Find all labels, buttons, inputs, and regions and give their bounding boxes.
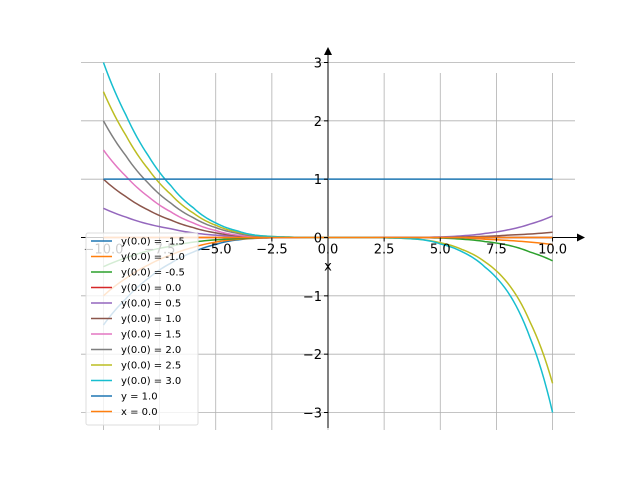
legend-label: x = 0.0 [121,407,158,418]
x-axis-arrow-icon [577,233,585,242]
legend: y(0.0) = -1.5 y(0.0) = -1.0 y(0.0) = -0.5 y… [85,232,199,426]
x-tick-label: 5.0 [430,243,451,258]
y-tick-label: −2 [303,348,322,363]
y-tick-label: −3 [303,407,322,422]
legend-box [85,232,199,426]
x-tick-label: 2.5 [374,243,395,258]
legend-label: y(0.0) = 0.0 [121,283,181,294]
x-axis-title: x [324,260,332,275]
legend-label: y(0.0) = 2.5 [121,361,181,372]
y-tick-label: 1 [314,173,322,188]
x-tick-label: −2.5 [256,243,288,258]
legend-label: y(0.0) = 1.0 [121,314,181,325]
y-tick-label: 0 [314,232,322,247]
legend-label: y(0.0) = 3.0 [121,376,181,387]
legend-label: y(0.0) = 0.5 [121,299,181,310]
y-tick-label: 3 [314,57,322,72]
x-tick-label: 10.0 [538,243,567,258]
y-tick-label: 2 [314,115,322,130]
y-axis-arrow-icon [324,47,332,55]
x-tick-label: 0.0 [318,243,339,258]
legend-label: y(0.0) = 2.0 [121,345,181,356]
legend-label: y(0.0) = 1.5 [121,330,181,341]
y-tick-label: −1 [303,290,322,305]
legend-label: y(0.0) = -1.5 [121,237,185,248]
legend-label: y = 1.0 [121,392,158,403]
x-tick-label: 7.5 [486,243,507,258]
x-tick-label: −5.0 [200,243,232,258]
legend-label: y(0.0) = -1.0 [121,252,185,263]
legend-label: y(0.0) = -0.5 [121,268,185,279]
